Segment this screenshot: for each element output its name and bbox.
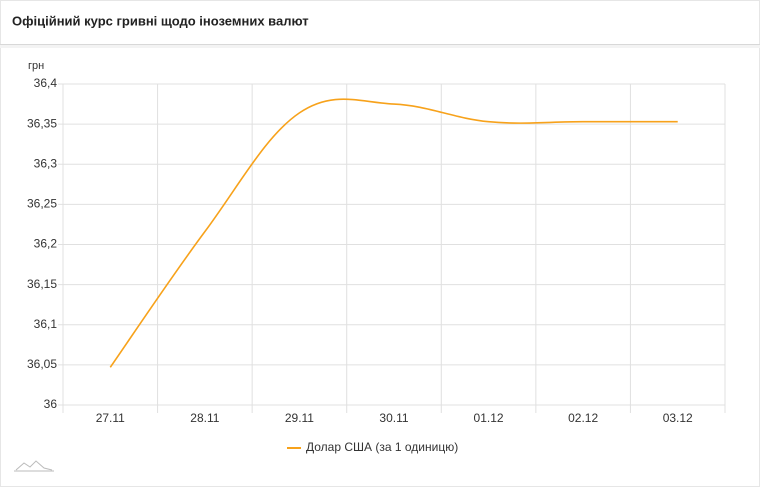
x-tick-label: 29.11 [285, 411, 314, 425]
x-tick-label: 02.12 [568, 411, 598, 425]
y-tick-label: 36,2 [34, 237, 58, 251]
y-tick-label: 36,25 [27, 197, 57, 211]
y-tick-label: 36,1 [34, 317, 58, 331]
x-tick-label: 01.12 [474, 411, 504, 425]
logo [14, 460, 54, 472]
y-tick-label: 36,05 [27, 357, 57, 371]
y-tick-label: 36 [44, 397, 58, 411]
x-tick-label: 28.11 [190, 411, 219, 425]
series-line [109, 98, 678, 368]
y-tick-label: 36,3 [34, 156, 58, 170]
y-tick-label: 36,4 [34, 76, 58, 90]
x-tick-label: 03.12 [663, 411, 693, 425]
y-tick-label: 36,35 [27, 116, 57, 130]
y-axis-label: грн [28, 60, 44, 72]
chart-title: Офіційний курс гривні щодо іноземних вал… [12, 13, 309, 28]
legend-label: Долар США (за 1 одиницю) [306, 440, 458, 454]
y-tick-label: 36,15 [27, 277, 57, 291]
header-shadow [0, 45, 760, 48]
x-tick-label: 27.11 [96, 411, 125, 425]
x-tick-label: 30.11 [379, 411, 408, 425]
